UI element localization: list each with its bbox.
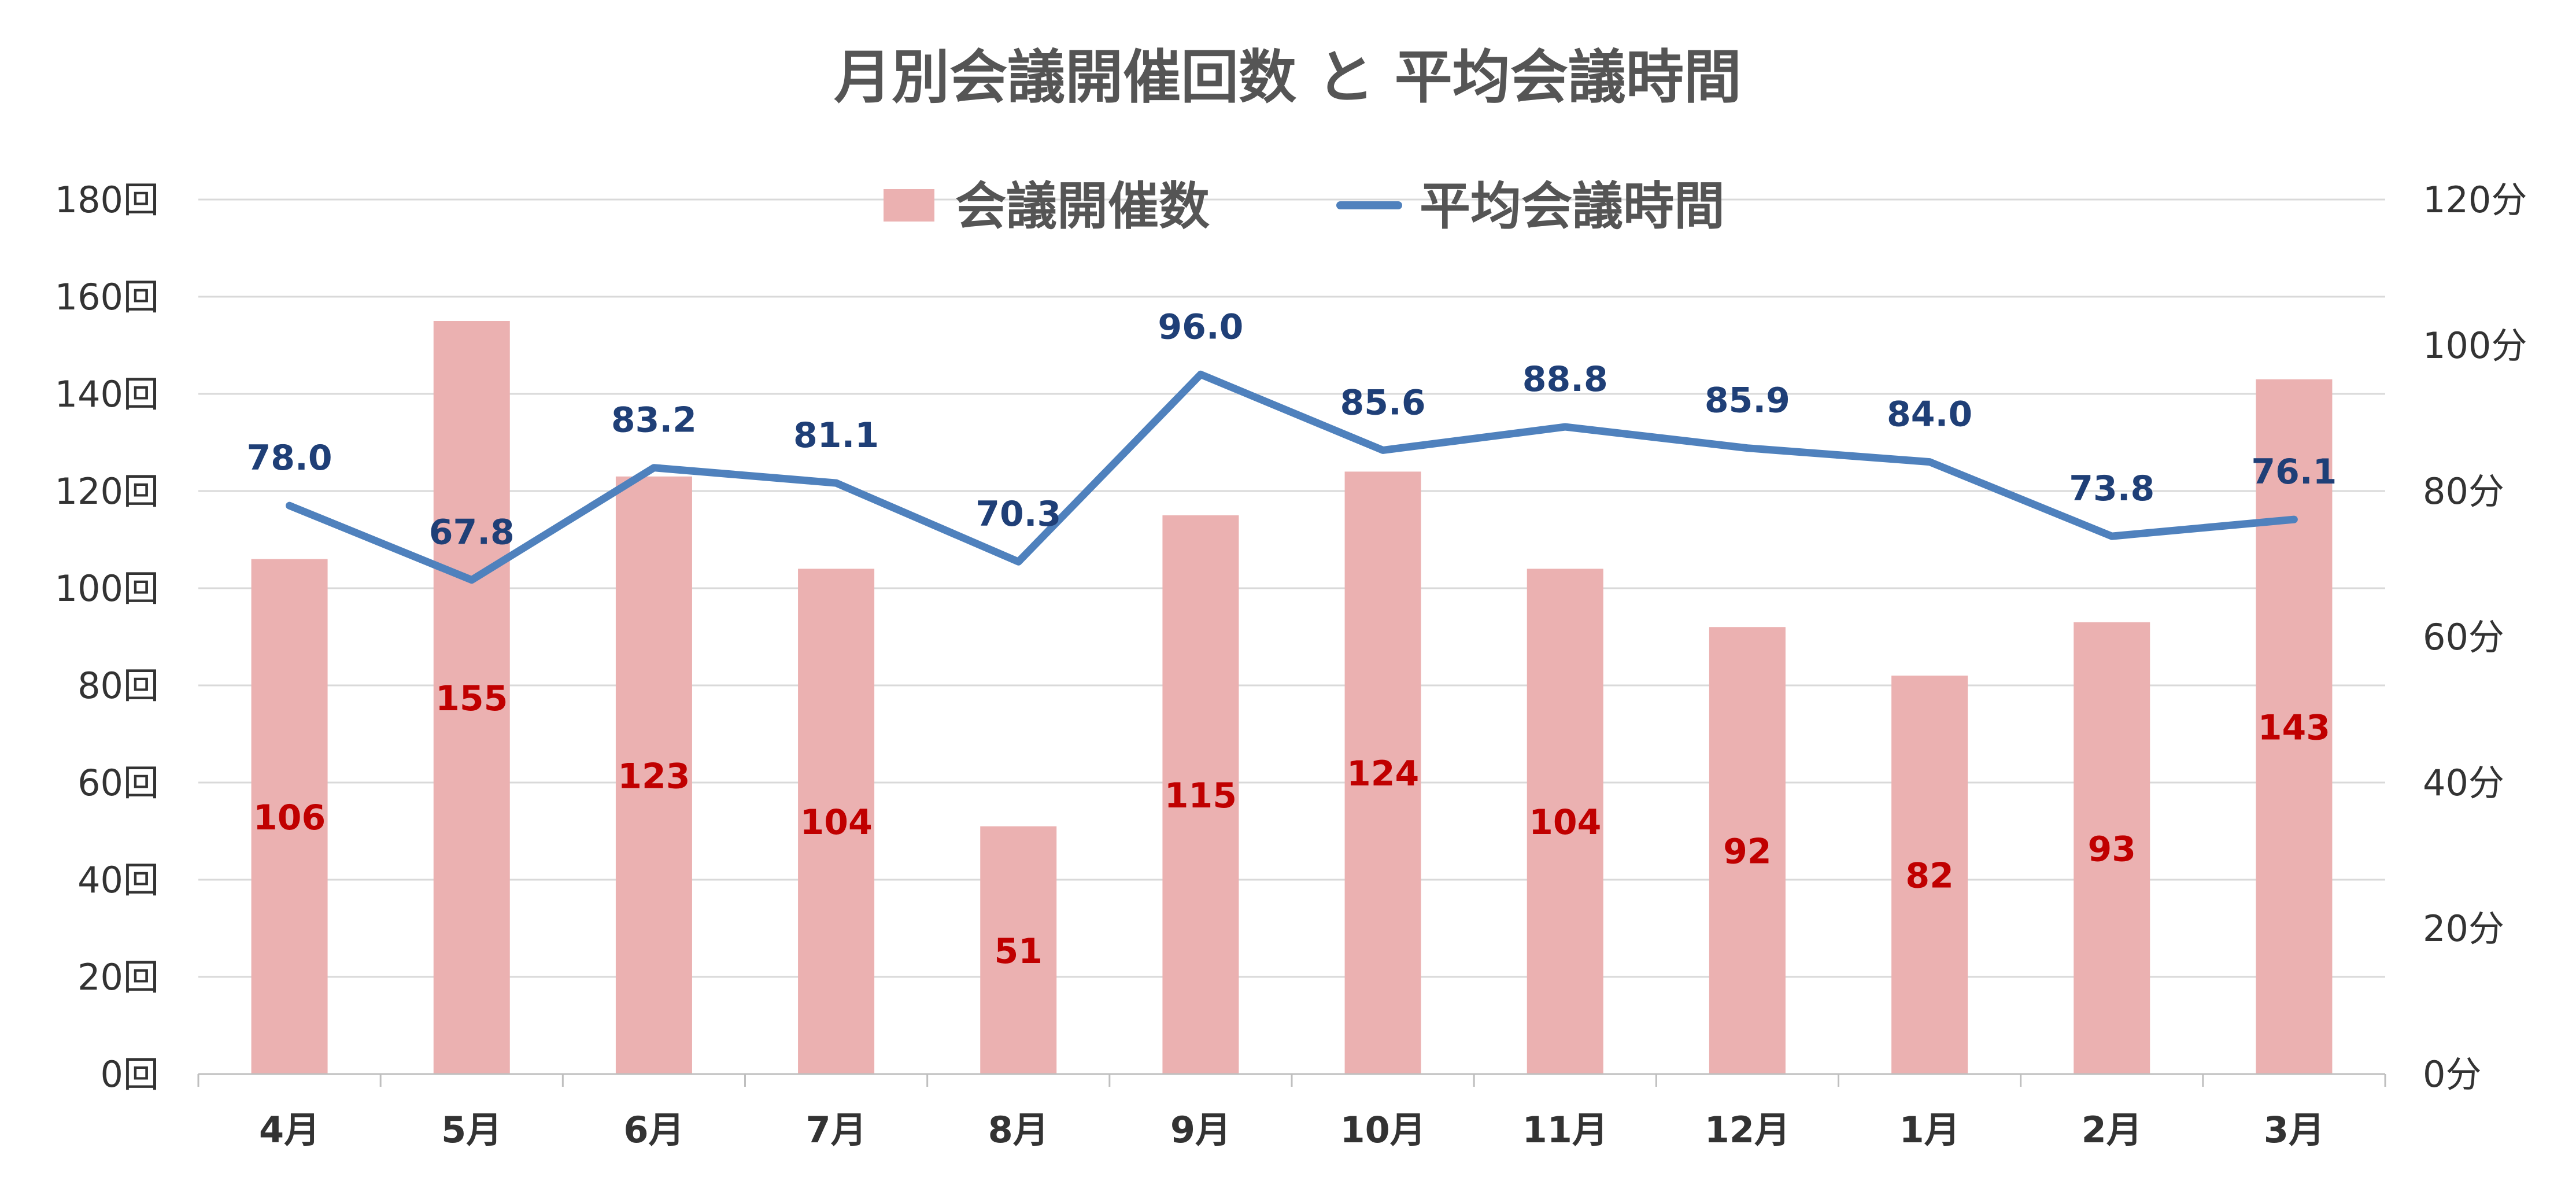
line-value-label: 85.9 (1705, 381, 1790, 421)
x-tick-label: 2月 (2082, 1109, 2142, 1151)
bar (1527, 569, 1603, 1074)
bar (980, 826, 1057, 1074)
bar-value-label: 155 (435, 678, 508, 719)
legend: 会議開催数 平均会議時間 (884, 176, 1725, 236)
line-point (2111, 535, 2113, 538)
x-tick-label: 10月 (1340, 1109, 1425, 1151)
legend-label-bar: 会議開催数 (955, 176, 1210, 236)
y-left-tick-label: 140回 (55, 373, 159, 415)
bars (251, 321, 2333, 1074)
x-tick-label: 6月 (623, 1109, 684, 1151)
line-value-label: 73.8 (2069, 468, 2154, 509)
line-value-label: 83.2 (611, 400, 697, 441)
x-tick-label: 8月 (988, 1109, 1049, 1151)
line-series (286, 370, 2298, 584)
legend-label-line: 平均会議時間 (1420, 176, 1725, 236)
y-left-tick-label: 80回 (77, 665, 159, 707)
bar (433, 321, 510, 1074)
y-right-tick-label: 20分 (2423, 907, 2504, 950)
line-value-label: 84.0 (1887, 394, 1972, 435)
chart-title: 月別会議開催回数 と 平均会議時間 (834, 43, 1742, 111)
y-left-tick-label: 40回 (77, 859, 159, 901)
y-left-tick-label: 160回 (55, 276, 159, 318)
x-tick-label: 5月 (441, 1109, 502, 1151)
y-right-tick-label: 40分 (2423, 762, 2504, 804)
bar-value-label: 124 (1347, 754, 1419, 794)
y-left-tick-label: 120回 (55, 470, 159, 512)
line-point (652, 466, 655, 469)
line-point (470, 578, 473, 581)
line-point (1381, 449, 1384, 452)
x-tick-label: 12月 (1705, 1109, 1790, 1151)
line-point (1199, 373, 1202, 376)
x-tick-label: 4月 (259, 1109, 320, 1151)
bar-value-label: 104 (800, 802, 872, 843)
line-point (1746, 447, 1749, 449)
bar-value-label: 143 (2258, 707, 2330, 748)
bar (1162, 515, 1239, 1074)
line-value-label: 96.0 (1158, 307, 1243, 347)
bar-value-label: 115 (1165, 776, 1237, 816)
line-value-label: 81.1 (793, 415, 879, 456)
line-point (1928, 460, 1931, 463)
bar-value-label: 82 (1905, 856, 1954, 896)
bar-value-label: 92 (1723, 832, 1772, 872)
y-left-tick-label: 180回 (55, 179, 159, 221)
line-value-label: 85.6 (1340, 382, 1426, 423)
line-value-label: 76.1 (2251, 452, 2337, 492)
line-point (1564, 426, 1566, 429)
line-point (288, 504, 291, 507)
bar (1344, 471, 1421, 1074)
bar (2256, 379, 2333, 1074)
bar-value-label: 51 (995, 931, 1043, 972)
legend-swatch-bar (884, 189, 934, 222)
bar-value-label: 123 (618, 756, 690, 796)
line-value-label: 88.8 (1522, 359, 1608, 400)
line-path (286, 370, 2298, 584)
bar (251, 559, 328, 1074)
line-point (835, 482, 838, 485)
y-right-tick-label: 80分 (2423, 470, 2504, 512)
bar-value-label: 104 (1529, 802, 1601, 843)
y-right-tick-label: 0分 (2423, 1053, 2481, 1095)
bar (1891, 676, 1968, 1074)
x-tick-label: 7月 (806, 1109, 867, 1151)
line-value-label: 70.3 (975, 494, 1061, 534)
bar (2074, 622, 2150, 1074)
y-left-tick-label: 20回 (77, 956, 159, 998)
line-value-label: 78.0 (247, 438, 332, 478)
x-tick-label: 1月 (1899, 1109, 1960, 1151)
y-left-tick-label: 0回 (101, 1053, 159, 1095)
y-left-tick-label: 60回 (77, 762, 159, 804)
axes: 0回 20回 40回 60回 80回 100回 120回 140回 160回 180回 0分 20分 4… (55, 179, 2527, 1151)
x-tick-label: 3月 (2264, 1109, 2324, 1151)
bar-value-label: 106 (253, 798, 326, 838)
y-right-tick-label: 100分 (2423, 324, 2527, 367)
gridlines (198, 198, 2385, 978)
line-value-label: 67.8 (429, 512, 515, 553)
bar (615, 476, 692, 1074)
x-tick-label: 11月 (1522, 1109, 1608, 1151)
data-labels: 106 155 123 104 51 115 124 104 92 82 93 143 78.0 67.8… (247, 307, 2337, 971)
bar-value-label: 93 (2088, 829, 2137, 869)
line-point (1017, 560, 1020, 563)
x-tick-label: 9月 (1170, 1109, 1231, 1151)
y-left-tick-label: 100回 (55, 567, 159, 610)
y-right-tick-label: 60分 (2423, 616, 2504, 658)
bar (1709, 627, 1786, 1074)
y-right-tick-label: 120分 (2423, 179, 2527, 221)
bar (798, 569, 875, 1074)
line-point (2293, 518, 2296, 521)
